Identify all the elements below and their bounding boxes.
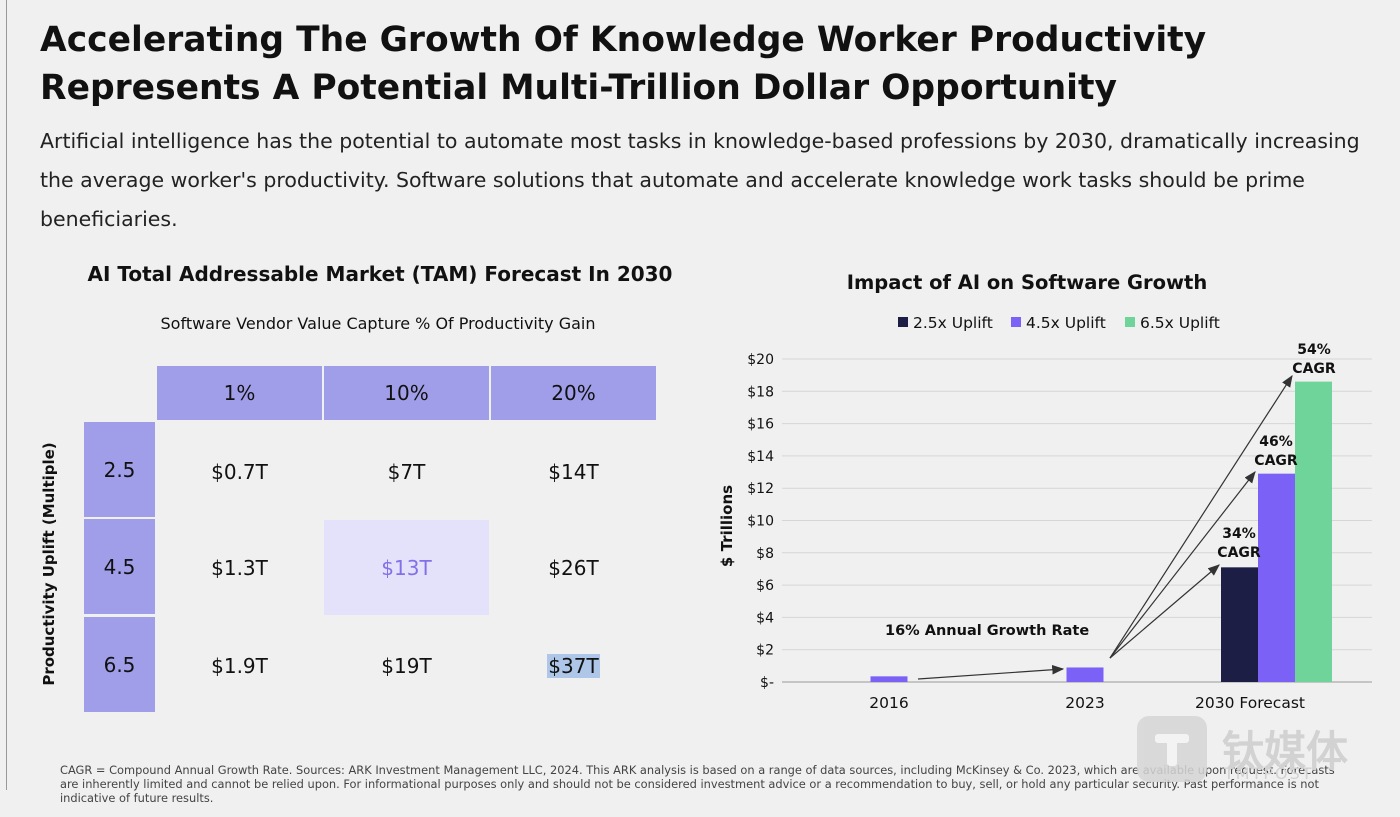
page-title: Accelerating The Growth Of Knowledge Wor… <box>40 20 1207 108</box>
growth-rate-annotation: 16% Annual Growth Rate <box>885 623 1089 639</box>
chart-legend: 2.5x Uplift 4.5x Uplift 6.5x Uplift <box>898 314 1220 332</box>
tam-cell: $0.7T <box>211 459 268 484</box>
tam-column-header: 1% <box>157 366 322 420</box>
legend-swatch <box>898 317 908 327</box>
tam-column-header: 20% <box>491 366 656 420</box>
chart-annotations: 16% Annual Growth Rate 34% CAGR 46% CAGR 54% C… <box>885 342 1336 639</box>
footnote: CAGR = Compound Annual Growth Rate. Sour… <box>60 763 1335 805</box>
cagr-arrow <box>1109 471 1256 659</box>
y-tick-label: $4 <box>756 610 774 626</box>
legend-swatch <box>1011 317 1021 327</box>
bar-forecast <box>1295 381 1332 682</box>
tam-cell: $1.9T <box>211 653 268 678</box>
legend-label: 2.5x Uplift <box>913 314 993 332</box>
watermark-subtext: TMTPOST <box>1224 764 1314 783</box>
tam-column-axis-label: Software Vendor Value Capture % Of Produ… <box>160 314 596 333</box>
tam-cell: $1.3T <box>211 555 268 580</box>
chart-y-axis-label: $ Trillions <box>718 485 736 567</box>
y-tick-label: $8 <box>756 546 774 562</box>
y-tick-label: $20 <box>747 352 774 368</box>
tam-cell-highlighted: $13T <box>324 520 489 615</box>
growth-arrow <box>917 664 1065 680</box>
page-subtitle: Artificial intelligence has the potentia… <box>40 129 1360 231</box>
y-tick-label: $10 <box>747 514 774 530</box>
cagr-pct-label: 46% <box>1259 434 1293 450</box>
y-tick-label: $16 <box>747 417 774 433</box>
tam-row-header: 2.5 <box>84 422 155 517</box>
tam-row-axis-label: Productivity Uplift (Multiple) <box>40 442 58 686</box>
watermark-text: 钛媒体 <box>1222 727 1349 776</box>
chart-bars <box>870 381 1332 682</box>
bar-historical <box>870 676 908 682</box>
cagr-label: CAGR <box>1217 545 1261 561</box>
y-tick-label: $14 <box>747 449 774 465</box>
x-tick-label: 2016 <box>869 694 908 712</box>
tam-cell: $7T <box>387 459 426 484</box>
cagr-pct-label: 34% <box>1222 526 1256 542</box>
y-tick-label: $2 <box>756 643 774 659</box>
y-tick-label: $12 <box>747 481 774 497</box>
cagr-label: CAGR <box>1292 361 1336 377</box>
software-growth-chart: Impact of AI on Software Growth $ Trilli… <box>718 271 1372 712</box>
tam-cell-selected-text: $37T <box>547 653 600 678</box>
tam-cell-selected: $37T <box>491 618 656 713</box>
chart-y-ticks: $- $2 $4 $6 $8 $10 $12 $14 $16 $18 $20 <box>747 352 774 691</box>
x-tick-label: 2023 <box>1065 694 1104 712</box>
cagr-arrow <box>1109 564 1220 659</box>
bar-forecast <box>1221 567 1258 682</box>
y-tick-label: $6 <box>756 578 774 594</box>
legend-label: 4.5x Uplift <box>1026 314 1106 332</box>
tam-cell: $26T <box>548 555 599 580</box>
x-tick-label: 2030 Forecast <box>1195 694 1305 712</box>
chart-x-ticks: 2016 2023 2030 Forecast <box>869 694 1305 712</box>
chart-title: Impact of AI on Software Growth <box>847 271 1208 294</box>
tam-row-header: 4.5 <box>84 519 155 614</box>
tam-column-header: 10% <box>324 366 489 420</box>
tam-cell: $14T <box>548 459 599 484</box>
bar-historical <box>1066 667 1104 682</box>
legend-label: 6.5x Uplift <box>1140 314 1220 332</box>
legend-swatch <box>1125 317 1135 327</box>
chart-gridlines <box>782 358 1372 683</box>
left-border-line <box>6 0 7 790</box>
cagr-pct-label: 54% <box>1297 342 1331 358</box>
tam-row-header: 6.5 <box>84 617 155 712</box>
cagr-arrow <box>1109 374 1293 659</box>
chart-arrows <box>917 374 1293 680</box>
tam-cell: $19T <box>381 653 432 678</box>
y-tick-label: $- <box>760 675 774 691</box>
y-tick-label: $18 <box>747 384 774 400</box>
bar-forecast <box>1258 473 1295 682</box>
t-logo-icon <box>1137 716 1207 782</box>
cagr-label: CAGR <box>1254 453 1298 469</box>
tam-table-title: AI Total Addressable Market (TAM) Foreca… <box>87 262 673 286</box>
